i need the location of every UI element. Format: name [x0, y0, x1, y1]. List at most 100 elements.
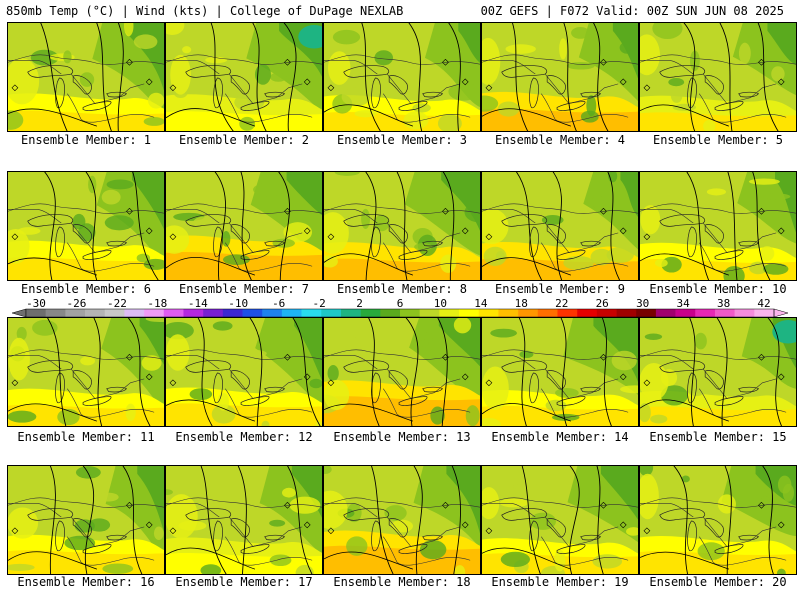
colorbar-tick-label: 26 — [596, 297, 609, 310]
ensemble-panel-9 — [481, 171, 639, 281]
ensemble-member-label: Ensemble Member: 9 — [494, 282, 626, 296]
colorbar-tick-label: 34 — [676, 297, 690, 310]
colorbar-swatch — [734, 309, 755, 317]
colorbar-swatch — [616, 309, 637, 317]
colorbar-swatch — [498, 309, 519, 317]
temperature-map — [166, 466, 322, 574]
colorbar-swatch — [459, 309, 480, 317]
ensemble-member-label: Ensemble Member: 1 — [20, 133, 152, 147]
ensemble-panel-19 — [481, 465, 639, 575]
ensemble-panel-13 — [323, 317, 481, 427]
colorbar-swatch — [104, 309, 125, 317]
ensemble-member-label: Ensemble Member: 15 — [649, 430, 787, 444]
ensemble-member-label: Ensemble Member: 10 — [649, 282, 787, 296]
colorbar-swatch — [26, 309, 46, 317]
colorbar-tick-label: 38 — [717, 297, 730, 310]
colorbar-swatch — [400, 309, 420, 317]
ensemble-panel-10 — [639, 171, 797, 281]
ensemble-panel-1 — [7, 22, 165, 132]
temperature-map — [8, 318, 164, 426]
colorbar-tick-label: 42 — [757, 297, 770, 310]
ensemble-panel-15 — [639, 317, 797, 427]
ensemble-member-label: Ensemble Member: 6 — [20, 282, 152, 296]
temperature-map — [640, 318, 796, 426]
colorbar-swatch — [537, 309, 558, 317]
colorbar-high-arrow — [773, 308, 788, 318]
colorbar-tick-label: -14 — [188, 297, 208, 310]
colorbar-swatch — [203, 309, 224, 317]
ensemble-panel-8 — [323, 171, 481, 281]
colorbar-swatch — [655, 309, 676, 317]
colorbar-swatch — [636, 309, 657, 317]
colorbar-swatch — [144, 309, 165, 317]
colorbar-tick-label: 2 — [356, 297, 363, 310]
colorbar-swatch — [714, 309, 735, 317]
colorbar-swatch — [183, 309, 204, 317]
temperature-map — [640, 172, 796, 280]
ensemble-member-label: Ensemble Member: 3 — [336, 133, 468, 147]
colorbar-swatch — [754, 309, 775, 317]
temperature-map — [166, 172, 322, 280]
temperature-map — [640, 466, 796, 574]
ensemble-member-label: Ensemble Member: 11 — [17, 430, 155, 444]
ensemble-panel-16 — [7, 465, 165, 575]
colorbar-tick-label: 30 — [636, 297, 649, 310]
colorbar-tick-label: -6 — [272, 297, 285, 310]
colorbar-swatch — [478, 309, 499, 317]
colorbar-swatch — [45, 309, 66, 317]
temperature-map — [482, 172, 638, 280]
ensemble-panel-17 — [165, 465, 323, 575]
temperature-map — [324, 318, 480, 426]
ensemble-panel-11 — [7, 317, 165, 427]
ensemble-member-label: Ensemble Member: 20 — [649, 575, 787, 589]
valid-time: 00Z GEFS | F072 Valid: 00Z SUN JUN 08 20… — [480, 4, 784, 18]
colorbar-swatch — [380, 309, 401, 317]
colorbar-swatch — [65, 309, 86, 317]
colorbar-tick-label: -30 — [26, 297, 46, 310]
colorbar-swatch — [557, 309, 578, 317]
temperature-map — [8, 172, 164, 280]
ensemble-member-label: Ensemble Member: 14 — [491, 430, 629, 444]
temperature-map — [324, 172, 480, 280]
colorbar-swatch — [242, 309, 263, 317]
colorbar-swatch — [222, 309, 243, 317]
ensemble-member-label: Ensemble Member: 8 — [336, 282, 468, 296]
ensemble-member-label: Ensemble Member: 4 — [494, 133, 626, 147]
ensemble-panel-3 — [323, 22, 481, 132]
ensemble-member-label: Ensemble Member: 16 — [17, 575, 155, 589]
colorbar-swatch — [85, 309, 106, 317]
colorbar-swatch — [321, 309, 342, 317]
colorbar-tick-label: -2 — [312, 297, 325, 310]
colorbar-low-arrow — [12, 308, 27, 318]
colorbar-swatch — [675, 309, 696, 317]
ensemble-panel-14 — [481, 317, 639, 427]
colorbar-swatch — [340, 309, 361, 317]
ensemble-panel-4 — [481, 22, 639, 132]
colorbar-tick-label: 18 — [515, 297, 528, 310]
temperature-map — [482, 318, 638, 426]
colorbar-tick-label: 6 — [397, 297, 404, 310]
ensemble-panel-7 — [165, 171, 323, 281]
ensemble-member-label: Ensemble Member: 19 — [491, 575, 629, 589]
temperature-map — [8, 23, 164, 131]
colorbar-swatch — [360, 309, 381, 317]
colorbar-swatch — [124, 309, 145, 317]
colorbar-swatch — [262, 309, 283, 317]
ensemble-member-label: Ensemble Member: 5 — [652, 133, 784, 147]
colorbar-swatch — [695, 309, 716, 317]
colorbar-tick-label: -22 — [107, 297, 127, 310]
colorbar-swatch — [596, 309, 617, 317]
temperature-map — [640, 23, 796, 131]
temperature-map — [324, 466, 480, 574]
ensemble-panel-12 — [165, 317, 323, 427]
temperature-map — [482, 466, 638, 574]
colorbar-swatch — [163, 309, 184, 317]
colorbar-swatch — [419, 309, 440, 317]
ensemble-member-label: Ensemble Member: 12 — [175, 430, 313, 444]
ensemble-member-label: Ensemble Member: 18 — [333, 575, 471, 589]
colorbar-swatch — [281, 309, 302, 317]
colorbar-tick-label: 10 — [434, 297, 447, 310]
ensemble-member-label: Ensemble Member: 2 — [178, 133, 310, 147]
temperature-colorbar: -30 -26 -22 -18 -14 -10 -6 -2 2 6 10 14 18 22 26 30 34 38… — [12, 297, 788, 318]
ensemble-panel-2 — [165, 22, 323, 132]
